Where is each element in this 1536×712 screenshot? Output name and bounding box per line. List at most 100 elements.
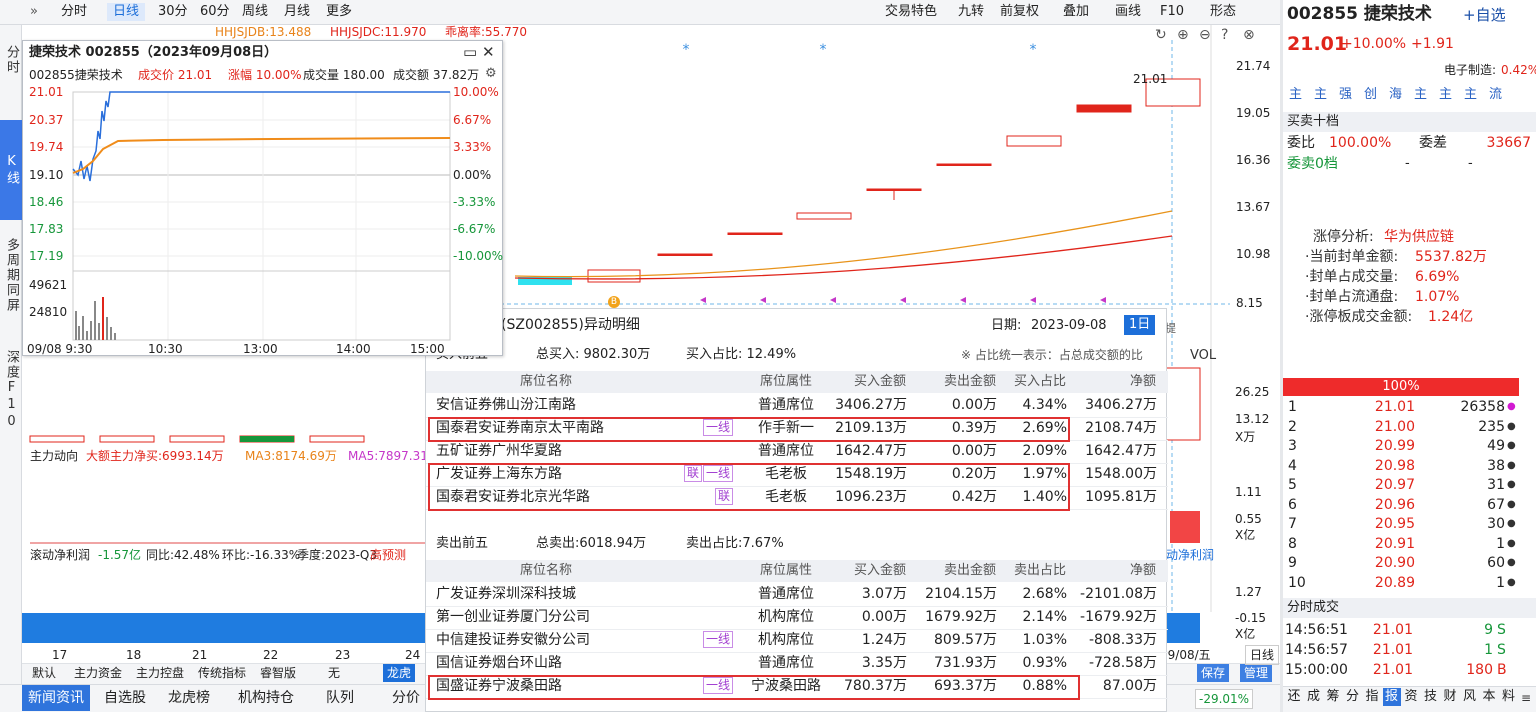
indicator-button[interactable]: 无 (328, 666, 341, 680)
price-label: 19.05 (1236, 106, 1271, 120)
side-tool[interactable]: 料 (1501, 689, 1515, 704)
add-watch[interactable]: +自选 (1463, 6, 1506, 24)
tri-mark (700, 297, 706, 303)
chart-icon[interactable]: ? (1221, 27, 1229, 43)
seat-name: 广发证券深圳深科技城 (436, 586, 576, 602)
tool-button[interactable]: 九转 (958, 4, 985, 19)
dt-range[interactable]: 1日 (1124, 315, 1156, 335)
period-tab[interactable]: 日线 (107, 3, 146, 21)
section-total: 总卖出:6018.94万 (536, 536, 647, 551)
tool-button[interactable]: 形态 (1210, 4, 1237, 19)
trade-side: B (1497, 662, 1507, 678)
net-amount: -1679.92万 (1080, 609, 1157, 625)
bottom-tab[interactable]: 新闻资讯 (22, 685, 90, 711)
side-tab[interactable]: 深度F10 (4, 349, 19, 431)
side-tab[interactable]: K线 (0, 120, 22, 220)
tool-button[interactable]: 画线 (1115, 4, 1142, 19)
sector: 电子制造: (1444, 63, 1497, 77)
tool-more[interactable]: ≡ (1521, 691, 1532, 705)
bid-price: 21.01 (1374, 399, 1415, 415)
side-tool[interactable]: 指 (1365, 689, 1379, 704)
price-label: 17.83 (29, 222, 64, 236)
period-tab[interactable]: 60分 (200, 4, 230, 19)
trade-time: 14:56:57 (1285, 642, 1348, 658)
bottom-tab[interactable]: 队列 (326, 690, 354, 706)
side-tool[interactable]: 资 (1404, 689, 1418, 704)
indicator-button[interactable]: 睿智版 (260, 666, 297, 680)
sector-pct: 0.42% (1501, 63, 1536, 77)
bottom-tab[interactable]: 分价 (392, 690, 420, 706)
tool-button[interactable]: 交易特色 (885, 4, 938, 19)
popup-gear[interactable]: ⚙ (485, 66, 497, 81)
tag-button[interactable]: 主 (1289, 87, 1303, 102)
side-tab[interactable]: 多周期同屏 (4, 237, 19, 313)
price-label: 21.74 (1236, 59, 1271, 73)
tag-button[interactable]: 主 (1439, 87, 1453, 102)
indicator-button[interactable]: 主力资金 (74, 666, 123, 680)
period-tab[interactable]: 月线 (284, 4, 311, 19)
bid-level: 4 (1288, 457, 1297, 474)
side-tool[interactable]: 本 (1482, 689, 1496, 704)
pct-label: 10.00% (453, 85, 499, 99)
tag-button[interactable]: 强 (1339, 87, 1353, 102)
tag-button[interactable]: 海 (1389, 87, 1403, 102)
side-tool[interactable]: 技 (1423, 689, 1437, 704)
popup-controls[interactable]: ▭ ✕ (463, 43, 495, 61)
tag-button[interactable]: 主 (1414, 87, 1428, 102)
side-tab[interactable]: 分时 (4, 45, 19, 75)
candle (518, 277, 572, 285)
save-button[interactable]: 保存 (1197, 664, 1230, 682)
side-tool[interactable]: 报 (1382, 688, 1401, 706)
toolbar (0, 0, 1280, 25)
side-tool[interactable]: 成 (1306, 689, 1320, 704)
bid-level: 10 (1288, 574, 1306, 591)
chart-icon[interactable]: ⊖ (1199, 27, 1211, 43)
side-tool[interactable]: 分 (1345, 689, 1359, 704)
period-tab[interactable]: 30分 (158, 4, 188, 19)
bid-level: 8 (1288, 535, 1297, 552)
seal-bar-label: 100% (1382, 379, 1420, 394)
chart-icon[interactable]: ↻ (1155, 27, 1167, 43)
period-tab[interactable]: 周线 (242, 4, 269, 19)
main-force-item: MA3:8174.69万 (245, 449, 337, 463)
tool-button[interactable]: 叠加 (1063, 4, 1090, 19)
tag-button[interactable]: 创 (1364, 87, 1378, 102)
tag-button[interactable]: 主 (1464, 87, 1478, 102)
side-tool[interactable]: 财 (1443, 689, 1457, 704)
price-label: 18.46 (29, 195, 64, 209)
ask-label: 委卖0档 (1287, 156, 1338, 172)
last-price: 21.01 (1287, 33, 1348, 55)
seat-attr: 普通席位 (758, 586, 814, 602)
nav-icon[interactable]: » (30, 4, 38, 19)
price-label: 10.98 (1236, 247, 1271, 261)
period-tab[interactable]: 分时 (61, 4, 88, 19)
bottom-tab[interactable]: 自选股 (104, 690, 146, 706)
tag-button[interactable]: 主 (1314, 87, 1328, 102)
indicator-button[interactable]: 主力控盘 (136, 666, 185, 680)
buy-marker (608, 296, 620, 308)
indicator-button[interactable]: 龙虎 (383, 664, 416, 682)
indicator-button[interactable]: 传统指标 (198, 666, 247, 680)
side-tool[interactable]: 筹 (1326, 689, 1340, 704)
chart-icon[interactable]: ⊗ (1243, 27, 1255, 43)
tag-button[interactable]: 流 (1489, 87, 1503, 102)
time-label: 13:00 (243, 342, 278, 356)
period-tab[interactable]: 更多 (326, 4, 353, 19)
period-button[interactable]: 日线 (1245, 645, 1280, 665)
tool-button[interactable]: F10 (1160, 4, 1185, 19)
bottom-tab[interactable]: 龙虎榜 (168, 690, 210, 706)
ask-value: - (1405, 156, 1410, 171)
side-tool[interactable]: 还 (1287, 689, 1301, 704)
save-button[interactable]: 管理 (1240, 664, 1273, 682)
indicator-button[interactable]: 默认 (32, 666, 57, 680)
ratio: 1.03% (1022, 632, 1067, 648)
date-label: 21 (192, 648, 208, 662)
change-pct: +10.00% (1341, 36, 1407, 52)
table-row-line (426, 652, 1168, 653)
tool-button[interactable]: 前复权 (1000, 4, 1040, 19)
chart-icon[interactable]: ⊕ (1177, 27, 1189, 43)
side-tool[interactable]: 风 (1462, 689, 1476, 704)
net-amount: 2108.74万 (1085, 420, 1157, 436)
ratio: 1.97% (1022, 466, 1067, 482)
bottom-tab[interactable]: 机构持仓 (238, 690, 294, 706)
